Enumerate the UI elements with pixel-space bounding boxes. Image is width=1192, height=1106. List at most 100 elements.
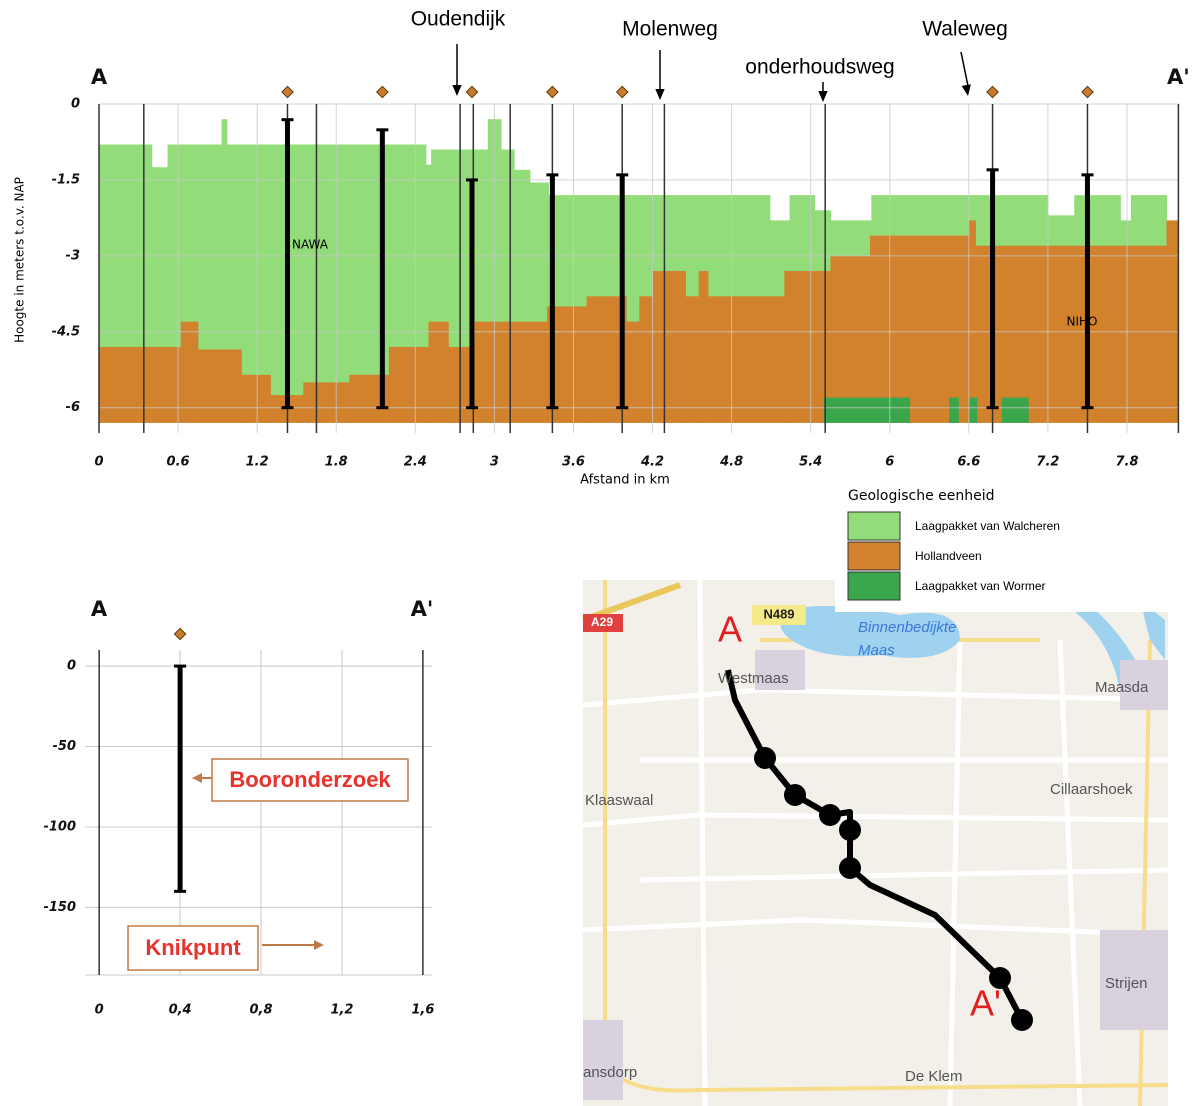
- map-label: De Klem: [905, 1068, 963, 1085]
- borehole-marker: [1082, 86, 1093, 97]
- map-label: Cillaarshoek: [1050, 781, 1133, 798]
- layer-step: [969, 220, 976, 422]
- road-arrow: [961, 52, 968, 86]
- x-tick-label: 1.2: [246, 455, 269, 470]
- layer-step: [1167, 220, 1179, 422]
- x-tick-label: 0,4: [169, 1003, 192, 1018]
- map-label: Maasda: [1095, 679, 1149, 696]
- layer-step: [303, 382, 350, 422]
- layer-step: [708, 296, 785, 423]
- y-tick-label: -6: [66, 400, 80, 415]
- borehole-point: [784, 784, 806, 806]
- section-end-label: A': [1167, 65, 1190, 89]
- layer-step: [99, 347, 181, 423]
- x-tick-label: 7.8: [1115, 455, 1138, 470]
- map-label: A': [970, 983, 1001, 1024]
- borehole-marker: [617, 86, 628, 97]
- road-label: Molenweg: [622, 18, 718, 41]
- page: {"chart_data": [ {"type": "cross-section…: [0, 0, 1192, 1106]
- map-label: Maas: [858, 642, 895, 659]
- legend-swatch: [848, 512, 900, 540]
- map-label: Klaaswaal: [585, 792, 653, 809]
- x-tick-label: 4.8: [719, 455, 743, 470]
- road-arrowhead: [818, 91, 827, 102]
- map-label: A29: [591, 615, 613, 629]
- layer-step: [639, 296, 653, 423]
- section-end-label: A: [91, 65, 108, 89]
- x-tick-label: 4.2: [640, 455, 664, 470]
- urban-area: [583, 1020, 623, 1100]
- layer-step: [949, 398, 959, 423]
- borehole-marker: [987, 86, 998, 97]
- y-tick-label: -100: [43, 819, 76, 834]
- x-tick-label: 7.2: [1036, 455, 1059, 470]
- legend: Geologische eenheid Laagpakket van Walche…: [835, 482, 1168, 612]
- layer-step: [1002, 398, 1029, 423]
- legend-label: Laagpakket van Wormer: [915, 579, 1046, 593]
- borehole-point: [839, 819, 861, 841]
- legend-label: Hollandveen: [915, 549, 982, 563]
- layer-step: [975, 246, 1167, 423]
- annotation: Knikpunt: [145, 935, 241, 960]
- legend-label: Laagpakket van Walcheren: [915, 519, 1060, 533]
- road-label: Waleweg: [922, 18, 1008, 41]
- section-end-label: A: [91, 597, 108, 621]
- map-label: N489: [763, 606, 794, 621]
- x-tick-label: 1,6: [411, 1003, 434, 1018]
- x-tick-label: 1,2: [330, 1003, 353, 1018]
- y-tick-label: 0: [71, 97, 80, 112]
- x-tick-label: 2.4: [404, 455, 427, 470]
- x-tick-label: 0.6: [167, 455, 190, 470]
- road-arrowhead: [655, 89, 664, 100]
- road-arrowhead: [962, 84, 971, 96]
- borehole-marker: [282, 86, 293, 97]
- map-label: Strijen: [1105, 975, 1148, 992]
- x-tick-label: 5.4: [799, 455, 822, 470]
- y-tick-label: -3: [66, 248, 80, 263]
- borehole-marker: [547, 86, 558, 97]
- x-axis-label: Afstand in km: [580, 473, 670, 488]
- annotation: Booronderzoek: [229, 767, 391, 792]
- borehole-marker: [466, 86, 477, 97]
- unit-label: NAWA: [292, 238, 329, 252]
- map-label: ansdorp: [583, 1064, 637, 1081]
- y-tick-label: -50: [53, 739, 77, 754]
- legend-swatch: [848, 572, 900, 600]
- borehole-marker: [174, 628, 185, 639]
- y-tick-label: 0: [67, 659, 76, 674]
- x-tick-label: 0: [94, 455, 103, 470]
- layer-step: [870, 236, 969, 423]
- layer-step: [389, 347, 429, 423]
- x-tick-label: 6: [885, 455, 894, 470]
- layer-step: [969, 398, 977, 423]
- layer-step: [241, 375, 270, 423]
- road-label: onderhoudsweg: [745, 56, 894, 79]
- road-label: Oudendijk: [411, 8, 506, 31]
- legend-swatch: [848, 542, 900, 570]
- x-tick-label: 6.6: [957, 455, 980, 470]
- borehole-point: [839, 857, 861, 879]
- y-axis-label: Hoogte in meters t.o.v. NAP: [13, 177, 27, 343]
- x-tick-label: 0,8: [250, 1003, 273, 1018]
- figure: A29 N489 A Westmaas Binnenbedijkte Maas …: [0, 0, 1192, 1106]
- layer-step: [685, 296, 699, 423]
- layer-step: [824, 398, 910, 423]
- borehole-point: [1011, 1009, 1033, 1031]
- unit-label: NIHO: [1067, 315, 1098, 329]
- borehole-point: [754, 747, 776, 769]
- y-tick-label: -4.5: [52, 324, 80, 339]
- layer-step: [198, 349, 242, 422]
- annotation-arrowhead: [192, 773, 202, 783]
- annotation-arrowhead: [314, 940, 324, 950]
- x-tick-label: 3: [490, 455, 499, 470]
- layer-step: [699, 271, 709, 423]
- y-tick-label: -150: [43, 900, 76, 915]
- legend-title: Geologische eenheid: [848, 488, 995, 504]
- x-tick-label: 3.6: [562, 455, 585, 470]
- borehole-marker: [377, 86, 388, 97]
- layer-step: [653, 271, 686, 423]
- map-label: Westmaas: [718, 670, 789, 687]
- map: A29 N489 A Westmaas Binnenbedijkte Maas …: [583, 580, 1168, 1106]
